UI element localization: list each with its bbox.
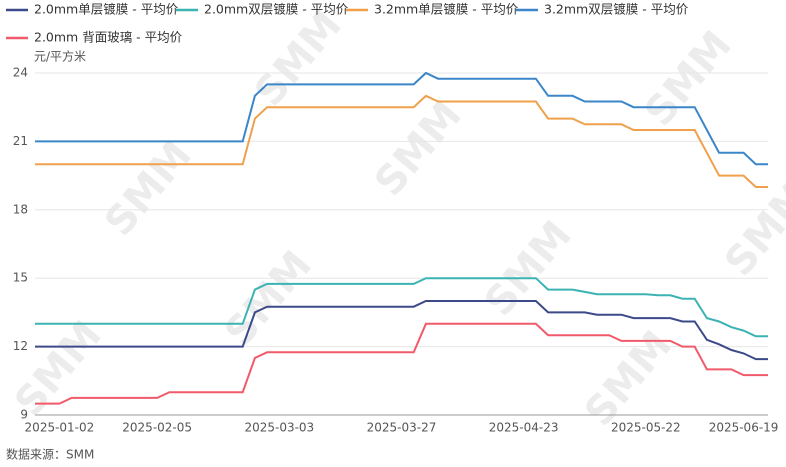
series-line [35, 94, 768, 188]
x-tick-label: 2025-01-02 [25, 421, 95, 435]
legend-label: 3.2mm双层镀膜 - 平均价 [544, 2, 689, 17]
y-tick-label: 24 [13, 66, 28, 80]
series-line [35, 277, 768, 338]
watermark: SMM [576, 322, 681, 435]
y-tick-label: 21 [13, 134, 28, 148]
series-line [35, 300, 768, 361]
y-axis-label: 元/平方米 [34, 49, 86, 64]
x-tick-label: 2025-03-03 [244, 421, 314, 435]
watermark: SMM [476, 212, 581, 325]
x-tick-label: 2025-03-27 [367, 421, 437, 435]
y-tick-label: 18 [13, 202, 28, 216]
source-note: 数据来源：SMM [6, 447, 94, 462]
watermark: SMM [716, 172, 786, 285]
x-tick-label: 2025-05-22 [611, 421, 681, 435]
x-tick-label: 2025-06-19 [709, 421, 779, 435]
legend: 2.0mm单层镀膜 - 平均价 2.0mm双层镀膜 - 平均价 3.2mm单层镀膜 … [6, 2, 689, 45]
legend-label: 3.2mm单层镀膜 - 平均价 [374, 2, 519, 17]
y-tick-label: 12 [13, 339, 28, 353]
legend-label: 2.0mm 背面玻璃 - 平均价 [34, 30, 183, 45]
legend-label: 2.0mm单层镀膜 - 平均价 [34, 2, 179, 17]
watermark: SMM [366, 92, 471, 205]
legend-label: 2.0mm双层镀膜 - 平均价 [204, 2, 349, 17]
watermark: SMM [216, 242, 321, 355]
y-tick-label: 9 [20, 408, 28, 422]
watermark: SMM [246, 2, 351, 115]
x-tick-label: 2025-04-23 [489, 421, 559, 435]
series-line [35, 322, 768, 405]
watermark: SMM [96, 132, 201, 245]
y-tick-label: 15 [13, 271, 28, 285]
series-line [35, 71, 768, 166]
watermark: SMM [636, 22, 741, 135]
x-tick-label: 2025-02-05 [122, 421, 192, 435]
